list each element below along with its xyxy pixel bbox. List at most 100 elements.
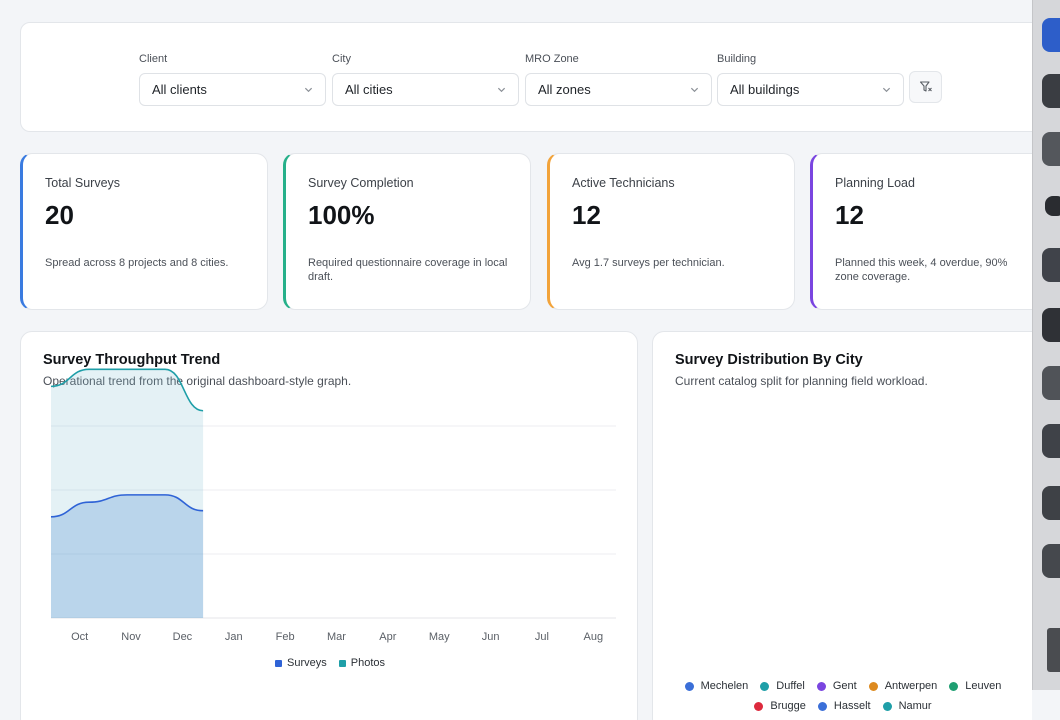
dock — [1032, 0, 1060, 690]
distribution-subtitle: Current catalog split for planning field… — [675, 374, 928, 388]
kpi-description: Avg 1.7 surveys per technician. — [572, 257, 725, 269]
client-select-value: All clients — [152, 82, 207, 97]
throughput-trend-card: Survey Throughput Trend Operational tren… — [20, 331, 638, 720]
trend-title: Survey Throughput Trend — [43, 352, 221, 368]
legend-item-gent[interactable]: Gent — [816, 680, 857, 692]
x-tick-label: Aug — [584, 631, 604, 643]
x-tick-label: Nov — [121, 631, 141, 643]
chevron-down-icon — [882, 87, 891, 93]
app-icon[interactable] — [1042, 74, 1060, 108]
zone-filter: MRO Zone All zones — [525, 53, 712, 106]
app-icon[interactable] — [1042, 132, 1060, 166]
filter-bar: Client All clients City All cities MRO Z… — [20, 22, 1060, 132]
city-select[interactable]: All cities — [332, 73, 519, 106]
kpi-title: Total Surveys — [45, 176, 121, 190]
kpi-title: Planning Load — [835, 176, 915, 190]
app-icon[interactable] — [1042, 424, 1060, 458]
distribution-title: Survey Distribution By City — [675, 352, 863, 368]
legend-label: Photos — [350, 657, 385, 669]
trash-icon[interactable] — [1047, 628, 1060, 672]
building-select[interactable]: All buildings — [717, 73, 904, 106]
filter-x-icon — [919, 81, 932, 92]
app-icon[interactable] — [1042, 544, 1060, 578]
client-filter-label: Client — [139, 53, 168, 65]
distribution-legend: Mechelen Duffel Gent Antwerpen Leuven Brugge H… — [653, 680, 1033, 720]
legend-item-leuven[interactable]: Leuven — [949, 680, 1001, 692]
legend-dot — [868, 681, 878, 691]
legend-label: Brugge — [770, 700, 806, 712]
city-distribution-card: Survey Distribution By City Current cata… — [652, 331, 1032, 720]
area-photos — [51, 369, 204, 618]
legend-dot — [816, 681, 826, 691]
building-filter-label: Building — [717, 53, 757, 65]
kpi-value: 12 — [835, 200, 864, 230]
throughput-trend-chart: Oct Nov Dec Jan Feb Mar Apr May Jun Jul Aug — [50, 368, 616, 643]
legend-label: Duffel — [776, 680, 805, 692]
legend-item-namur[interactable]: Namur — [882, 700, 932, 712]
clear-filters-button[interactable] — [909, 71, 942, 103]
kpi-value: 20 — [45, 200, 74, 230]
building-select-value: All buildings — [730, 82, 800, 97]
kpi-description: Required questionnaire coverage in local… — [308, 257, 508, 283]
city-select-value: All cities — [345, 82, 393, 97]
app-icon[interactable] — [1042, 248, 1060, 282]
x-tick-label: Jul — [535, 631, 549, 643]
kpi-value: 12 — [572, 200, 601, 230]
app-icon[interactable] — [1045, 196, 1060, 216]
app-icon[interactable] — [1042, 366, 1060, 400]
x-tick-label: Oct — [71, 631, 88, 643]
legend-dot — [817, 701, 827, 711]
chevron-down-icon — [690, 87, 699, 93]
client-select[interactable]: All clients — [139, 73, 326, 106]
legend-item-brugge[interactable]: Brugge — [754, 700, 806, 712]
legend-dot — [949, 681, 959, 691]
x-tick-label: Jun — [482, 631, 500, 643]
app-icon[interactable] — [1042, 308, 1060, 342]
legend-item-hasselt[interactable]: Hasselt — [817, 700, 871, 712]
client-filter: Client All clients — [139, 53, 326, 106]
legend-row: Brugge Hasselt Namur — [653, 700, 1033, 712]
legend-label: Surveys — [287, 657, 327, 669]
building-filter: Building All buildings — [717, 53, 904, 106]
chevron-down-icon — [497, 87, 506, 93]
x-tick-label: Feb — [276, 631, 295, 643]
x-tick-label: May — [429, 631, 450, 643]
zone-select-value: All zones — [538, 82, 591, 97]
kpi-card-planning-load: Planning Load 12 Planned this week, 4 ov… — [810, 153, 1032, 310]
chevron-down-icon — [304, 87, 313, 93]
app-icon[interactable] — [1042, 486, 1060, 520]
legend-swatch — [275, 659, 282, 667]
legend-swatch — [338, 659, 346, 667]
legend-dot — [754, 701, 764, 711]
legend-label: Mechelen — [700, 680, 749, 692]
city-filter-label: City — [332, 53, 351, 65]
area-surveys — [51, 494, 204, 618]
legend-item-duffel[interactable]: Duffel — [760, 680, 805, 692]
legend-label: Antwerpen — [884, 680, 938, 692]
legend-label: Namur — [898, 700, 932, 712]
legend-item-surveys[interactable]: Surveys — [275, 657, 327, 669]
legend-label: Hasselt — [833, 700, 871, 712]
kpi-value: 100% — [308, 200, 375, 230]
legend-dot — [760, 681, 770, 691]
legend-item-mechelen[interactable]: Mechelen — [684, 680, 749, 692]
legend-dot — [882, 701, 892, 711]
legend-item-antwerpen[interactable]: Antwerpen — [868, 680, 938, 692]
kpi-description: Planned this week, 4 overdue, 90% zone c… — [835, 257, 1008, 283]
kpi-card-survey-completion: Survey Completion 100% Required question… — [283, 153, 531, 310]
x-tick-label: Mar — [327, 631, 346, 643]
x-tick-label: Apr — [379, 631, 396, 643]
legend-dot — [684, 681, 694, 691]
zone-select[interactable]: All zones — [525, 73, 712, 106]
legend-label: Gent — [832, 680, 857, 692]
legend-label: Leuven — [965, 680, 1002, 692]
app-icon[interactable] — [1042, 18, 1060, 52]
legend-row: Mechelen Duffel Gent Antwerpen Leuven — [653, 680, 1033, 692]
legend-item-photos[interactable]: Photos — [338, 657, 385, 669]
line-photos — [50, 368, 204, 412]
city-filter: City All cities — [332, 53, 519, 106]
kpi-card-active-technicians: Active Technicians 12 Avg 1.7 surveys pe… — [547, 153, 795, 310]
kpi-card-total-surveys: Total Surveys 20 Spread across 8 project… — [20, 153, 268, 310]
kpi-title: Survey Completion — [308, 176, 414, 190]
kpi-title: Active Technicians — [572, 176, 675, 190]
